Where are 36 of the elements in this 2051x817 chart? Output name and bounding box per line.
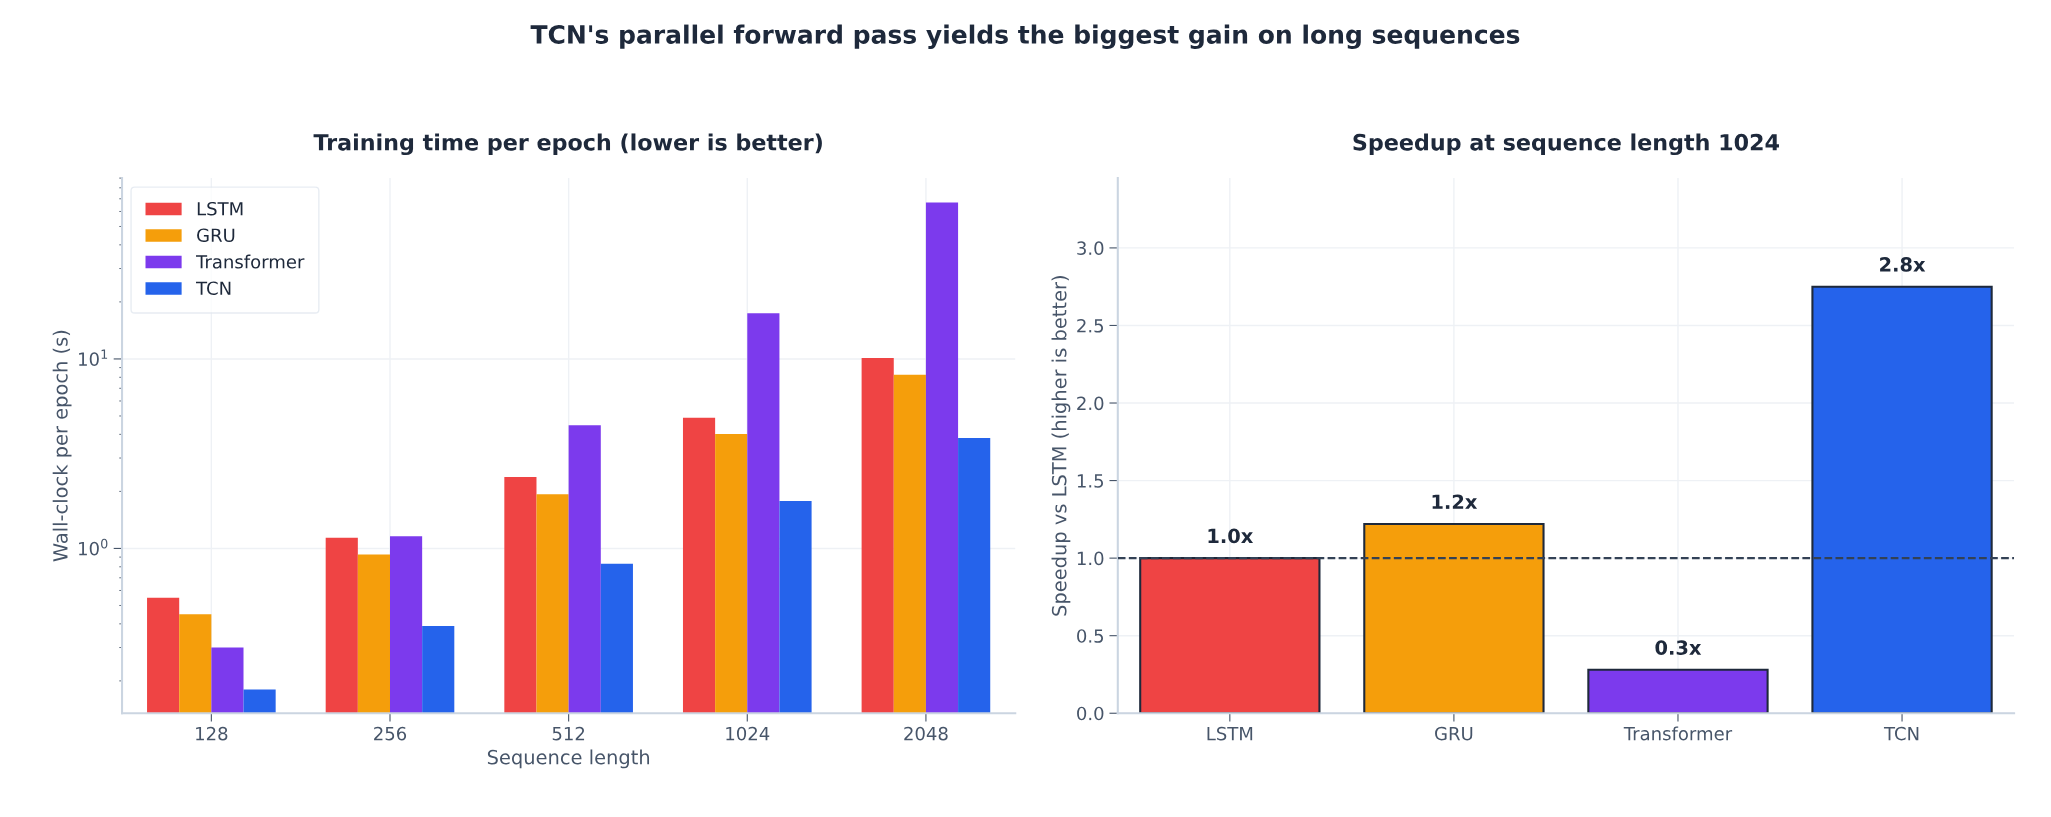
- x-tick-label: TCN: [1883, 726, 1919, 741]
- legend-label: GRU: [197, 228, 235, 243]
- x-tick-label: 1024: [726, 726, 770, 741]
- y-tick-label: 1.0: [1077, 551, 1104, 566]
- bar: [1363, 522, 1545, 714]
- x-tick-label: 128: [196, 726, 228, 741]
- chart-title: Training time per epoch (lower is better): [313, 133, 822, 156]
- legend-label: LSTM: [197, 201, 243, 216]
- data-label: 0.3x: [1655, 640, 1702, 655]
- x-tick-label: LSTM: [1207, 726, 1253, 741]
- x-tick-label: GRU: [1435, 726, 1473, 741]
- y-tick-label: 10$^{0}$: [79, 538, 108, 556]
- chart-title: Speedup at sequence length 1024: [1353, 133, 1779, 156]
- bar: [1587, 668, 1769, 714]
- bar: [1139, 557, 1321, 714]
- y-tick-label: 0.5: [1077, 629, 1104, 643]
- legend-label: Transformer: [196, 254, 305, 269]
- y-tick-label: 2.0: [1077, 396, 1104, 411]
- x-tick-label: 2048: [904, 726, 948, 741]
- data-label: 2.8x: [1880, 257, 1926, 272]
- x-tick-label: Transformer: [1623, 726, 1733, 741]
- y-tick-label: 0.0: [1077, 706, 1104, 721]
- y-tick-label: 1.5: [1077, 474, 1104, 488]
- x-tick-label: 256: [374, 726, 407, 741]
- text: TCN's parallel forward pass yields the biggest gain on long sequences: [530, 24, 1520, 49]
- x-tick-label: 512: [552, 726, 585, 741]
- bar: [1811, 285, 1993, 714]
- y-tick-label: 3.0: [1077, 241, 1104, 256]
- y-tick-label: 2.5: [1077, 318, 1104, 333]
- y-axis-title: Speedup vs LSTM (higher is better): [1051, 276, 1071, 616]
- y-tick-label: 10$^{1}$: [79, 349, 108, 366]
- data-label: 1.2x: [1432, 494, 1478, 509]
- data-label: 1.0x: [1208, 528, 1254, 544]
- y-axis-title: Wall-clock per epoch (s): [52, 330, 72, 562]
- legend-label: TCN: [196, 281, 231, 296]
- x-axis-title: Sequence length: [487, 749, 650, 769]
